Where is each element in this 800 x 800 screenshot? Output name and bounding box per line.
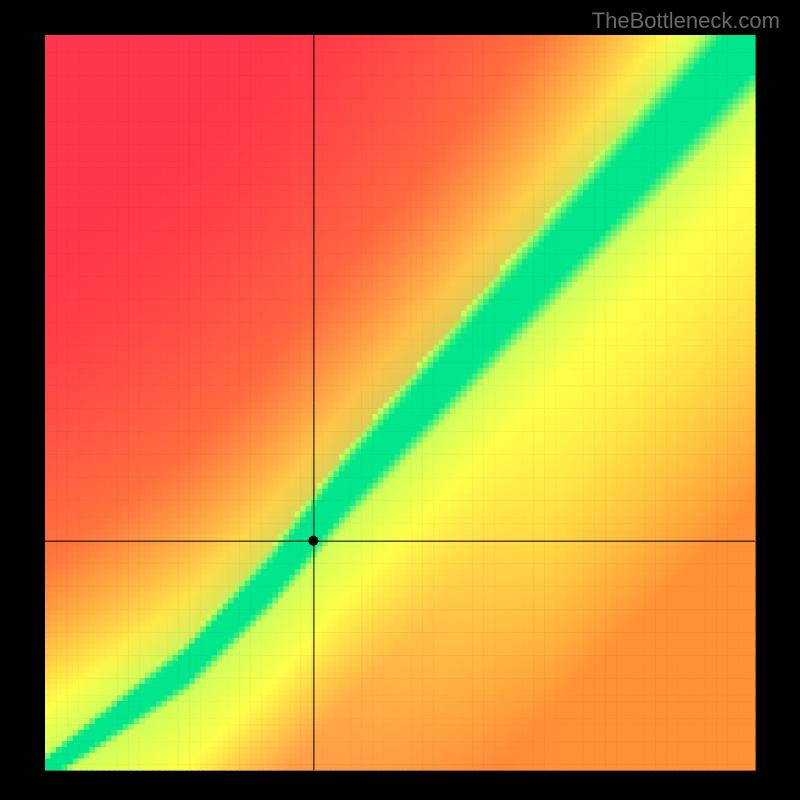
watermark-text: TheBottleneck.com bbox=[592, 8, 780, 34]
bottleneck-heatmap bbox=[0, 0, 800, 800]
chart-container: TheBottleneck.com bbox=[0, 0, 800, 800]
